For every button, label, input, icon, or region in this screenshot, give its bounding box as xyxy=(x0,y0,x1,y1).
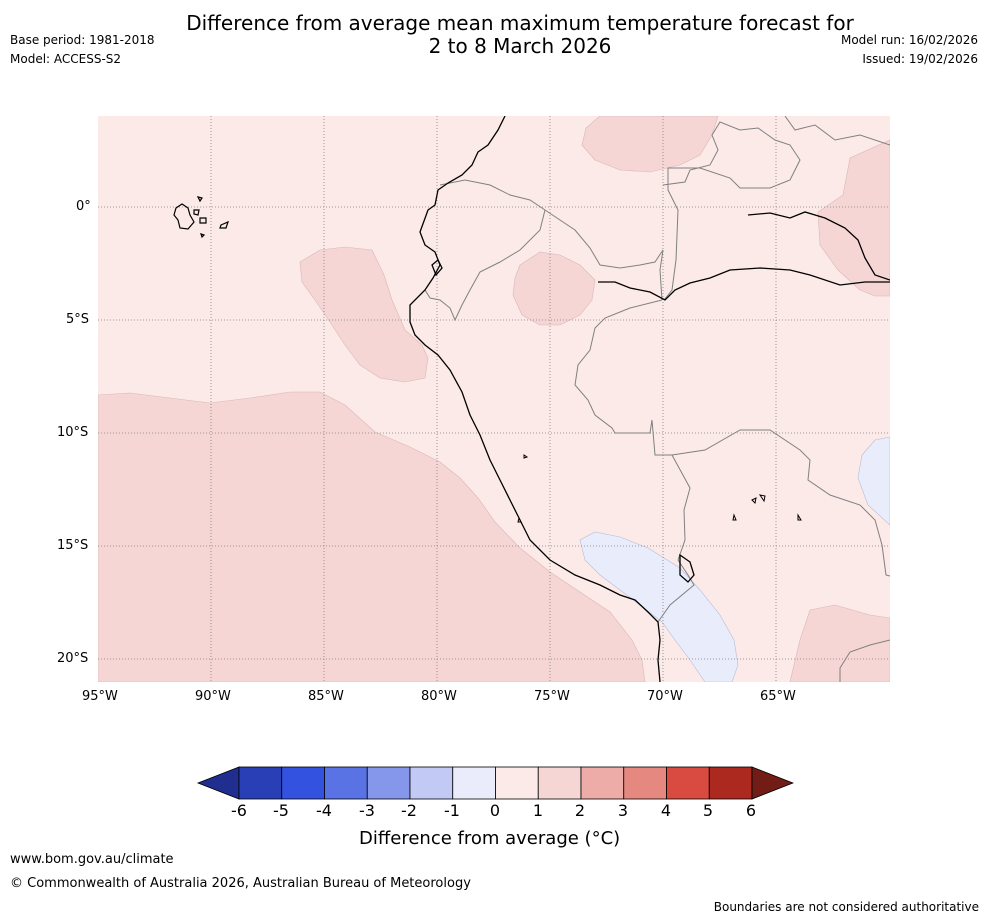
colorbar-tick: -4 xyxy=(316,801,332,820)
colorbar-tick: 1 xyxy=(532,801,544,820)
issued-date: Issued: 19/02/2026 xyxy=(862,52,978,66)
anomaly-band-1-to-2-southeast xyxy=(789,604,890,682)
coastline xyxy=(409,116,890,682)
anomaly-band-minus1-to-0-east xyxy=(857,436,890,526)
colorbar-tick: -6 xyxy=(231,801,247,820)
colorbar-segment xyxy=(324,766,368,800)
country-borders xyxy=(424,116,890,682)
lat-label-10s: 10°S xyxy=(57,425,89,440)
map-title: Difference from average mean maximum tem… xyxy=(100,12,940,58)
website-link[interactable]: www.bom.gov.au/climate xyxy=(10,852,174,867)
lat-label-15s: 15°S xyxy=(57,538,89,553)
colorbar-tick: 3 xyxy=(617,801,629,820)
colorbar-segment xyxy=(238,766,283,800)
disclaimer: Boundaries are not considered authoritat… xyxy=(713,900,979,914)
colorbar-segment xyxy=(708,766,753,800)
title-line-1: Difference from average mean maximum tem… xyxy=(186,11,854,35)
graticule xyxy=(98,116,890,682)
colorbar-tick: -3 xyxy=(359,801,375,820)
colorbar-segment xyxy=(366,766,411,800)
colorbar-segment xyxy=(452,766,496,800)
title-line-2: 2 to 8 March 2026 xyxy=(428,34,612,58)
lon-label-70w: 70°W xyxy=(647,689,683,704)
colorbar-segment xyxy=(623,766,667,800)
copyright: © Commonwealth of Australia 2026, Austra… xyxy=(10,876,471,891)
colorbar-tick: 2 xyxy=(574,801,586,820)
colorbar xyxy=(196,766,794,800)
colorbar-segment xyxy=(537,766,582,800)
model-name: Model: ACCESS-S2 xyxy=(10,52,122,66)
colorbar-segment xyxy=(281,766,325,800)
lon-label-95w: 95°W xyxy=(82,689,118,704)
lon-label-85w: 85°W xyxy=(308,689,344,704)
lon-label-80w: 80°W xyxy=(421,689,457,704)
lat-label-5s: 5°S xyxy=(66,312,90,327)
lon-label-75w: 75°W xyxy=(534,689,570,704)
colorbar-segment xyxy=(666,766,710,800)
anomaly-band-1-to-2-north xyxy=(581,116,719,173)
anomaly-band-1-to-2-offshore xyxy=(299,246,429,383)
anomaly-band-1-to-2-inland xyxy=(512,251,596,326)
colorbar-segment xyxy=(409,766,454,800)
colorbar-tick: -2 xyxy=(401,801,417,820)
colorbar-segment xyxy=(495,766,539,800)
colorbar-tick: -5 xyxy=(273,801,289,820)
map-area xyxy=(98,116,890,682)
lon-label-65w: 65°W xyxy=(760,689,796,704)
base-period: Base period: 1981-2018 xyxy=(10,33,155,47)
model-run: Model run: 16/02/2026 xyxy=(840,33,978,47)
lakes xyxy=(517,454,802,523)
lat-label-20s: 20°S xyxy=(57,651,89,666)
colorbar-title-text: Difference from average ( xyxy=(359,828,592,849)
galapagos-islands xyxy=(173,196,229,239)
colorbar-title-unit: °C) xyxy=(591,828,621,849)
colorbar-tick: -1 xyxy=(444,801,460,820)
colorbar-segment xyxy=(580,766,625,800)
colorbar-tick: 6 xyxy=(745,801,757,820)
colorbar-extend-low xyxy=(196,766,240,800)
colorbar-tick: 5 xyxy=(702,801,714,820)
anomaly-band-1-to-2-amazon xyxy=(817,139,890,297)
anomaly-band-minus1-to-0-south xyxy=(579,531,739,682)
colorbar-extend-high xyxy=(751,766,794,800)
colorbar-tick: 4 xyxy=(660,801,672,820)
lat-label-0: 0° xyxy=(76,199,91,214)
colorbar-tick: 0 xyxy=(489,801,501,820)
anomaly-band-1-to-2-ocean xyxy=(98,391,646,682)
lon-label-90w: 90°W xyxy=(195,689,231,704)
colorbar-title: Difference from average (°C) xyxy=(359,828,620,849)
